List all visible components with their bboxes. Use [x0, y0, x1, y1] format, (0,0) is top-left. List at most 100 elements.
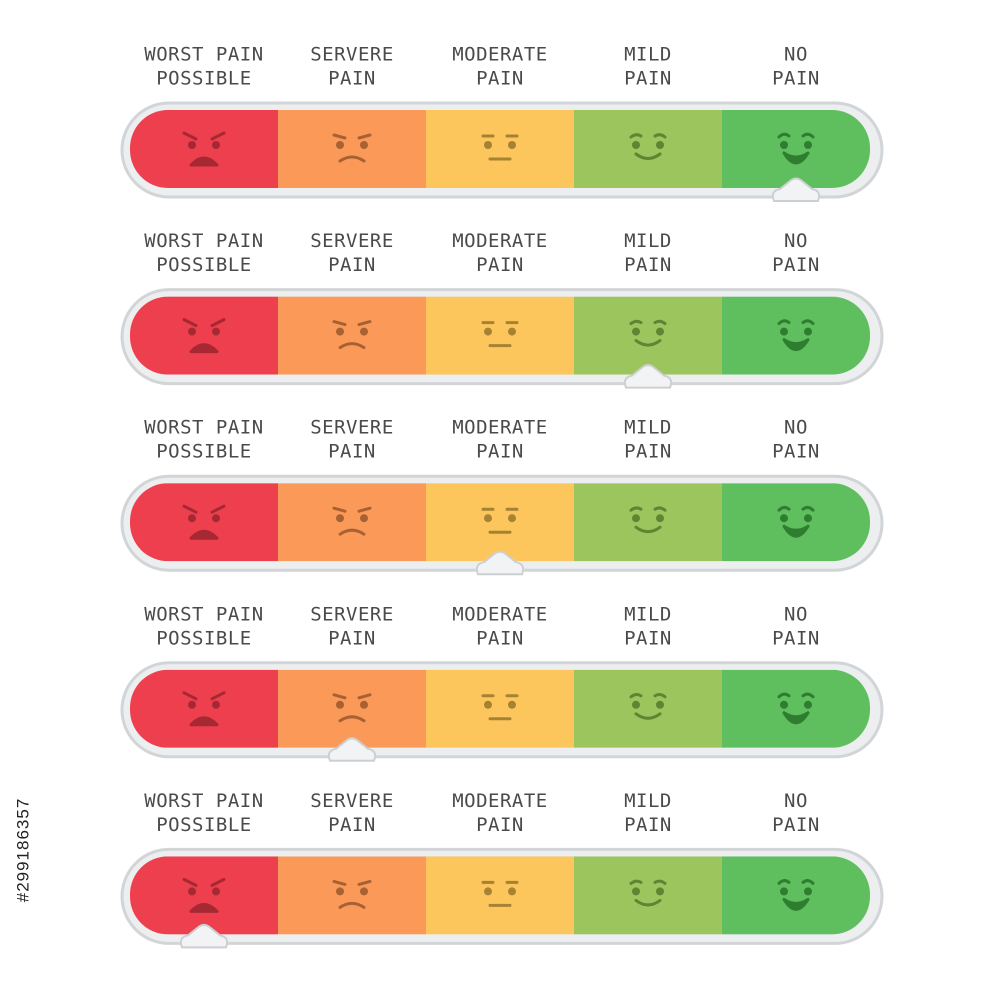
brow — [629, 506, 643, 512]
brow — [629, 319, 643, 326]
level-label: PAIN — [328, 814, 376, 836]
face — [182, 691, 226, 727]
eye — [484, 887, 492, 896]
level-label: NO — [784, 230, 808, 252]
face — [182, 131, 226, 167]
mouth — [634, 152, 662, 160]
pain-scale: WORST PAINPOSSIBLESERVEREPAINMODERATEPAI… — [120, 417, 884, 576]
mouth — [782, 897, 810, 911]
level-label: SERVERE — [310, 44, 394, 66]
level-label: PAIN — [772, 627, 820, 649]
eye — [188, 700, 196, 709]
face — [332, 879, 372, 909]
brow — [332, 693, 347, 700]
level-label: PAIN — [772, 254, 820, 276]
brow — [801, 319, 815, 326]
level-label: NO — [784, 790, 808, 812]
face — [629, 879, 667, 907]
mouth — [782, 151, 810, 165]
level-label: SERVERE — [310, 603, 394, 625]
eye — [656, 514, 664, 523]
pain-scale: WORST PAINPOSSIBLESERVEREPAINMODERATEPAI… — [120, 44, 884, 202]
mouth — [189, 716, 219, 727]
eye — [336, 141, 344, 149]
segment — [278, 669, 426, 748]
brow — [629, 879, 643, 885]
eye — [780, 887, 788, 896]
eye — [508, 514, 516, 523]
level-label: MODERATE — [452, 230, 548, 252]
face — [332, 693, 372, 723]
eye — [632, 141, 640, 149]
segments — [130, 669, 870, 748]
level-label: PAIN — [624, 627, 672, 649]
brow — [653, 879, 667, 885]
mouth — [782, 524, 810, 538]
level-label: POSSIBLE — [156, 68, 252, 90]
face — [481, 507, 519, 534]
level-label: POSSIBLE — [156, 627, 252, 649]
brow — [357, 693, 372, 700]
eye — [212, 141, 220, 149]
eye — [484, 141, 492, 149]
brow — [777, 692, 791, 699]
eye — [360, 141, 368, 149]
eye — [780, 141, 788, 149]
face — [332, 506, 372, 536]
face — [481, 134, 519, 161]
brow — [777, 319, 791, 326]
level-label: WORST PAIN — [144, 44, 263, 66]
eye — [508, 141, 516, 149]
eye — [484, 327, 492, 336]
eye — [656, 327, 664, 336]
brow — [357, 506, 372, 513]
eye — [508, 887, 516, 896]
eye — [484, 514, 492, 523]
segment — [574, 483, 722, 562]
mouth — [189, 902, 219, 913]
brow — [777, 505, 791, 512]
mouth — [634, 525, 662, 534]
segment — [130, 110, 278, 188]
segment — [426, 296, 574, 375]
level-label: MILD — [624, 230, 672, 252]
segment — [722, 296, 870, 375]
brow — [777, 132, 791, 139]
level-label: WORST PAIN — [144, 790, 263, 812]
brow — [332, 506, 347, 513]
face — [481, 694, 519, 721]
segment — [722, 669, 870, 748]
eye — [656, 887, 664, 896]
face — [182, 877, 226, 913]
eye — [656, 141, 664, 149]
level-label: POSSIBLE — [156, 441, 252, 463]
level-label: WORST PAIN — [144, 230, 263, 252]
segments — [130, 110, 870, 188]
brow — [332, 879, 347, 886]
segments — [130, 296, 870, 375]
level-label: POSSIBLE — [156, 814, 252, 836]
segment — [426, 669, 574, 748]
brow — [332, 320, 347, 327]
eye — [360, 327, 368, 336]
face — [332, 320, 372, 350]
eye — [336, 700, 344, 709]
segments — [130, 856, 870, 935]
pain-scale: WORST PAINPOSSIBLESERVEREPAINMODERATEPAI… — [120, 790, 884, 949]
level-label: PAIN — [476, 68, 524, 90]
face — [182, 318, 226, 354]
eye — [360, 887, 368, 896]
segment — [722, 483, 870, 562]
eye — [188, 327, 196, 336]
pointer — [327, 737, 377, 762]
brow — [777, 879, 791, 885]
pointer — [475, 550, 525, 576]
mouth — [634, 712, 662, 720]
level-label: MILD — [624, 44, 672, 66]
level-label: SERVERE — [310, 230, 394, 252]
eye — [780, 700, 788, 709]
mouth — [782, 338, 810, 352]
brow — [801, 879, 815, 885]
segment — [426, 483, 574, 562]
brow — [182, 877, 198, 887]
